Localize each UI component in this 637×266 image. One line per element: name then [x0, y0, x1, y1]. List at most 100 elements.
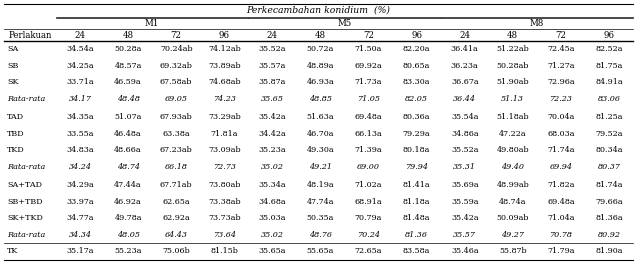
- Text: 35.17a: 35.17a: [66, 247, 94, 255]
- Text: 62.92a: 62.92a: [162, 214, 190, 222]
- Text: 35.23a: 35.23a: [259, 146, 286, 154]
- Text: Perkecambahan konidium  (%): Perkecambahan konidium (%): [247, 6, 390, 15]
- Text: 48.57a: 48.57a: [115, 62, 142, 70]
- Text: 82.52a: 82.52a: [595, 45, 623, 53]
- Text: 50.28ab: 50.28ab: [497, 62, 529, 70]
- Text: 35.02: 35.02: [261, 163, 284, 171]
- Text: 49.30a: 49.30a: [306, 146, 334, 154]
- Text: Rata-rata: Rata-rata: [7, 163, 45, 171]
- Text: 36.23a: 36.23a: [451, 62, 478, 70]
- Text: 48.19a: 48.19a: [306, 181, 334, 189]
- Text: 35.52a: 35.52a: [259, 45, 286, 53]
- Text: 82.05: 82.05: [405, 95, 428, 103]
- Text: 63.38a: 63.38a: [162, 130, 190, 138]
- Text: 70.78: 70.78: [549, 231, 573, 239]
- Text: 73.09ab: 73.09ab: [208, 146, 241, 154]
- Text: 47.44a: 47.44a: [114, 181, 142, 189]
- Text: 64.43: 64.43: [165, 231, 188, 239]
- Text: 73.89ab: 73.89ab: [208, 62, 241, 70]
- Text: 34.42a: 34.42a: [259, 130, 286, 138]
- Text: 51.13: 51.13: [501, 95, 524, 103]
- Text: 34.34: 34.34: [69, 231, 92, 239]
- Text: 51.18ab: 51.18ab: [496, 113, 529, 121]
- Text: 71.79a: 71.79a: [547, 247, 575, 255]
- Text: 83.30a: 83.30a: [403, 78, 431, 86]
- Text: 35.42a: 35.42a: [451, 214, 478, 222]
- Text: 35.54a: 35.54a: [451, 113, 478, 121]
- Text: 71.04a: 71.04a: [547, 214, 575, 222]
- Text: 84.91a: 84.91a: [595, 78, 623, 86]
- Text: 35.65: 35.65: [261, 95, 284, 103]
- Text: 72: 72: [171, 31, 182, 39]
- Text: 71.05: 71.05: [357, 95, 380, 103]
- Text: 47.22a: 47.22a: [499, 130, 527, 138]
- Text: 96: 96: [411, 31, 422, 39]
- Text: 35.34a: 35.34a: [259, 181, 286, 189]
- Text: 83.06: 83.06: [598, 95, 620, 103]
- Text: 48.05: 48.05: [117, 231, 140, 239]
- Text: 35.42a: 35.42a: [259, 113, 286, 121]
- Text: 36.67a: 36.67a: [451, 78, 478, 86]
- Text: 67.93ab: 67.93ab: [160, 113, 192, 121]
- Text: 96: 96: [603, 31, 615, 39]
- Text: 72.45a: 72.45a: [547, 45, 575, 53]
- Text: SA+TAD: SA+TAD: [7, 181, 42, 189]
- Text: 34.83a: 34.83a: [66, 146, 94, 154]
- Text: 80.92: 80.92: [598, 231, 620, 239]
- Text: 46.48a: 46.48a: [114, 130, 142, 138]
- Text: 50.35a: 50.35a: [307, 214, 334, 222]
- Text: 67.71ab: 67.71ab: [160, 181, 192, 189]
- Text: TBD: TBD: [7, 130, 25, 138]
- Text: 34.54a: 34.54a: [66, 45, 94, 53]
- Text: 80.18a: 80.18a: [403, 146, 431, 154]
- Text: 73.29ab: 73.29ab: [208, 113, 241, 121]
- Text: 73.64: 73.64: [213, 231, 236, 239]
- Text: 48.66a: 48.66a: [114, 146, 142, 154]
- Text: 72.73: 72.73: [213, 163, 236, 171]
- Text: 81.36a: 81.36a: [595, 214, 623, 222]
- Text: M5: M5: [338, 19, 352, 27]
- Text: 49.80ab: 49.80ab: [496, 146, 529, 154]
- Text: 35.02: 35.02: [261, 231, 284, 239]
- Text: 34.24: 34.24: [69, 163, 92, 171]
- Text: 70.24: 70.24: [357, 231, 380, 239]
- Text: 50.09ab: 50.09ab: [497, 214, 529, 222]
- Text: 24: 24: [75, 31, 85, 39]
- Text: 81.41a: 81.41a: [403, 181, 431, 189]
- Text: 33.97a: 33.97a: [66, 198, 94, 206]
- Text: SB+TBD: SB+TBD: [7, 198, 43, 206]
- Text: 68.03a: 68.03a: [547, 130, 575, 138]
- Text: 48.85: 48.85: [309, 95, 332, 103]
- Text: Rata-rata: Rata-rata: [7, 231, 45, 239]
- Text: 35.65a: 35.65a: [259, 247, 286, 255]
- Text: 66.18: 66.18: [165, 163, 188, 171]
- Text: 69.48a: 69.48a: [355, 113, 382, 121]
- Text: SA: SA: [7, 45, 18, 53]
- Text: 80.36a: 80.36a: [403, 113, 431, 121]
- Text: 80.37: 80.37: [598, 163, 620, 171]
- Text: 71.27a: 71.27a: [547, 62, 575, 70]
- Text: 79.94: 79.94: [405, 163, 428, 171]
- Text: 51.90ab: 51.90ab: [496, 78, 529, 86]
- Text: 49.78a: 49.78a: [115, 214, 142, 222]
- Text: 81.74a: 81.74a: [595, 181, 623, 189]
- Text: SK: SK: [7, 78, 18, 86]
- Text: 72.23: 72.23: [549, 95, 573, 103]
- Text: 62.65a: 62.65a: [162, 198, 190, 206]
- Text: 73.80ab: 73.80ab: [208, 181, 241, 189]
- Text: 55.87b: 55.87b: [499, 247, 527, 255]
- Text: 69.92a: 69.92a: [355, 62, 382, 70]
- Text: 69.00: 69.00: [357, 163, 380, 171]
- Text: 72.96a: 72.96a: [547, 78, 575, 86]
- Text: 24: 24: [267, 31, 278, 39]
- Text: 81.18a: 81.18a: [403, 198, 431, 206]
- Text: 71.39a: 71.39a: [355, 146, 382, 154]
- Text: 69.32ab: 69.32ab: [160, 62, 192, 70]
- Text: 50.28a: 50.28a: [115, 45, 142, 53]
- Text: 81.36: 81.36: [405, 231, 428, 239]
- Text: 69.48a: 69.48a: [547, 198, 575, 206]
- Text: 51.63a: 51.63a: [306, 113, 334, 121]
- Text: 34.17: 34.17: [69, 95, 92, 103]
- Text: 35.31: 35.31: [453, 163, 476, 171]
- Text: 34.86a: 34.86a: [451, 130, 478, 138]
